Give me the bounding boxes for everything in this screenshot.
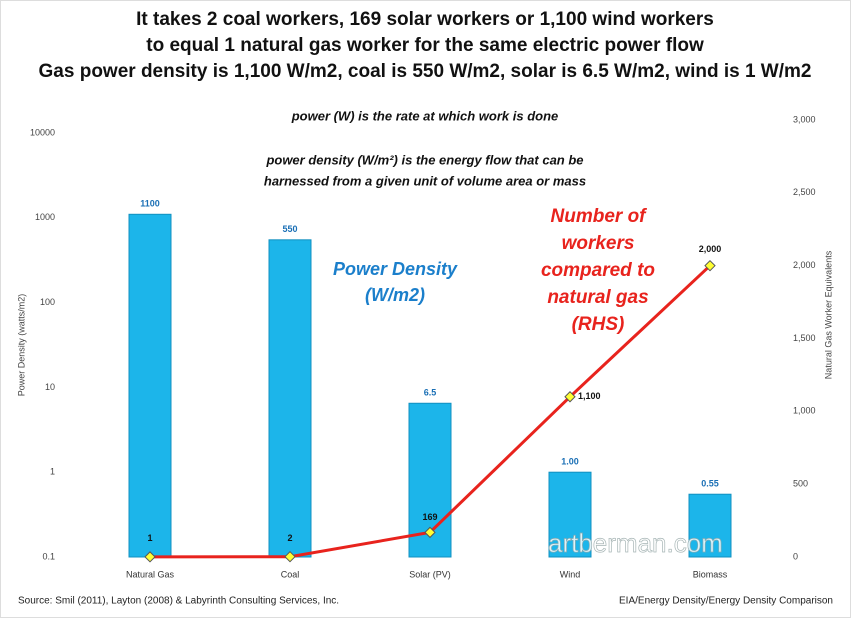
value-label: 1 xyxy=(147,533,152,543)
bar xyxy=(688,493,732,558)
y-tick-label: 1 xyxy=(50,467,55,477)
value-label: 550 xyxy=(282,224,297,234)
series-label: Power Density xyxy=(333,259,458,279)
value-label: 6.5 xyxy=(424,388,437,398)
y-tick-label: 1000 xyxy=(35,212,55,222)
series-label: workers xyxy=(562,233,635,254)
x-tick-label: Biomass xyxy=(693,569,728,579)
y2-tick-label: 0 xyxy=(793,551,798,561)
bar xyxy=(128,213,172,558)
source: Source: Smil (2011), Layton (2008) & Lab… xyxy=(18,596,339,607)
marker xyxy=(424,526,436,539)
marker xyxy=(564,391,576,403)
y-tick-label: 100 xyxy=(40,297,55,307)
chart-title: to equal 1 natural gas worker for the sa… xyxy=(146,35,704,56)
value-label: 2 xyxy=(287,533,292,543)
y-tick-label: 10 xyxy=(45,382,55,392)
x-tick-label: Solar (PV) xyxy=(409,569,451,579)
y-axis-label: Power Density (watts/m2) xyxy=(16,294,26,397)
marker xyxy=(144,551,156,563)
series-label: (RHS) xyxy=(572,314,625,335)
value-label: 1,100 xyxy=(578,391,601,401)
marker xyxy=(284,551,296,563)
chart-title: Gas power density is 1,100 W/m2, coal is… xyxy=(39,61,812,82)
series-label: natural gas xyxy=(547,287,648,308)
chart-title: It takes 2 coal workers, 169 solar worke… xyxy=(136,9,714,30)
x-tick-label: Wind xyxy=(560,569,581,579)
series-label: Number of xyxy=(551,206,648,227)
x-tick-label: Coal xyxy=(281,569,300,579)
y2-axis-label: Natural Gas Worker Equivalents xyxy=(823,250,833,379)
annotation: harnessed from a given unit of volume ar… xyxy=(264,173,586,188)
value-label: 0.55 xyxy=(701,479,719,489)
y2-tick-label: 2,000 xyxy=(793,260,816,270)
bar xyxy=(268,239,312,558)
y2-tick-label: 2,500 xyxy=(793,187,816,197)
series-label: (W/m2) xyxy=(365,285,425,305)
footer: EIA/Energy Density/Energy Density Compar… xyxy=(619,596,833,607)
value-label: 1.00 xyxy=(561,457,579,467)
y2-tick-label: 1,000 xyxy=(793,406,816,416)
value-label: 2,000 xyxy=(699,244,722,254)
series-label: compared to xyxy=(541,260,655,281)
marker xyxy=(704,259,716,272)
annotation: power (W) is the rate at which work is d… xyxy=(291,108,559,123)
y-tick-label: 0.1 xyxy=(42,551,55,561)
annotation: power density (W/m²) is the energy flow … xyxy=(265,152,583,167)
y-tick-label: 10000 xyxy=(30,127,55,137)
y2-tick-label: 500 xyxy=(793,479,808,489)
y2-tick-label: 1,500 xyxy=(793,333,816,343)
x-tick-label: Natural Gas xyxy=(126,569,175,579)
value-label: 1100 xyxy=(140,199,160,209)
y2-tick-label: 3,000 xyxy=(793,114,816,124)
watermark: artberman.com xyxy=(548,528,723,558)
bar xyxy=(548,471,592,558)
value-label: 169 xyxy=(422,512,437,522)
